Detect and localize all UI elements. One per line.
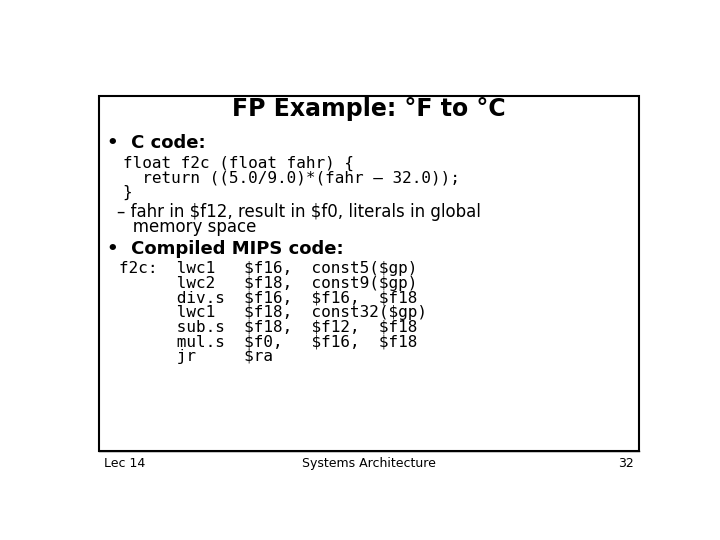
Text: }: }: [122, 185, 132, 200]
Text: memory space: memory space: [117, 218, 256, 236]
Text: FP Example: °F to °C: FP Example: °F to °C: [232, 97, 506, 122]
Text: •  C code:: • C code:: [107, 134, 206, 152]
Text: return ((5.0/9.0)*(fahr – 32.0));: return ((5.0/9.0)*(fahr – 32.0));: [122, 171, 459, 186]
Text: lwc2   $f18,  const9($gp): lwc2 $f18, const9($gp): [120, 276, 418, 291]
Text: sub.s  $f18,  $f12,  $f18: sub.s $f18, $f12, $f18: [120, 320, 418, 335]
Text: div.s  $f16,  $f16,  $f18: div.s $f16, $f16, $f18: [120, 291, 418, 306]
Text: 32: 32: [618, 457, 634, 470]
Text: Lec 14: Lec 14: [104, 457, 145, 470]
Text: f2c:  lwc1   $f16,  const5($gp): f2c: lwc1 $f16, const5($gp): [120, 261, 418, 276]
Text: jr     $ra: jr $ra: [120, 349, 274, 364]
Text: lwc1   $f18,  const32($gp): lwc1 $f18, const32($gp): [120, 305, 428, 320]
Text: – fahr in $f12, result in $f0, literals in global: – fahr in $f12, result in $f0, literals …: [117, 203, 481, 221]
Text: float f2c (float fahr) {: float f2c (float fahr) {: [122, 156, 354, 171]
Text: •  Compiled MIPS code:: • Compiled MIPS code:: [107, 240, 343, 258]
Bar: [99, 96, 639, 451]
Text: Systems Architecture: Systems Architecture: [302, 457, 436, 470]
Text: mul.s  $f0,   $f16,  $f18: mul.s $f0, $f16, $f18: [120, 334, 418, 349]
